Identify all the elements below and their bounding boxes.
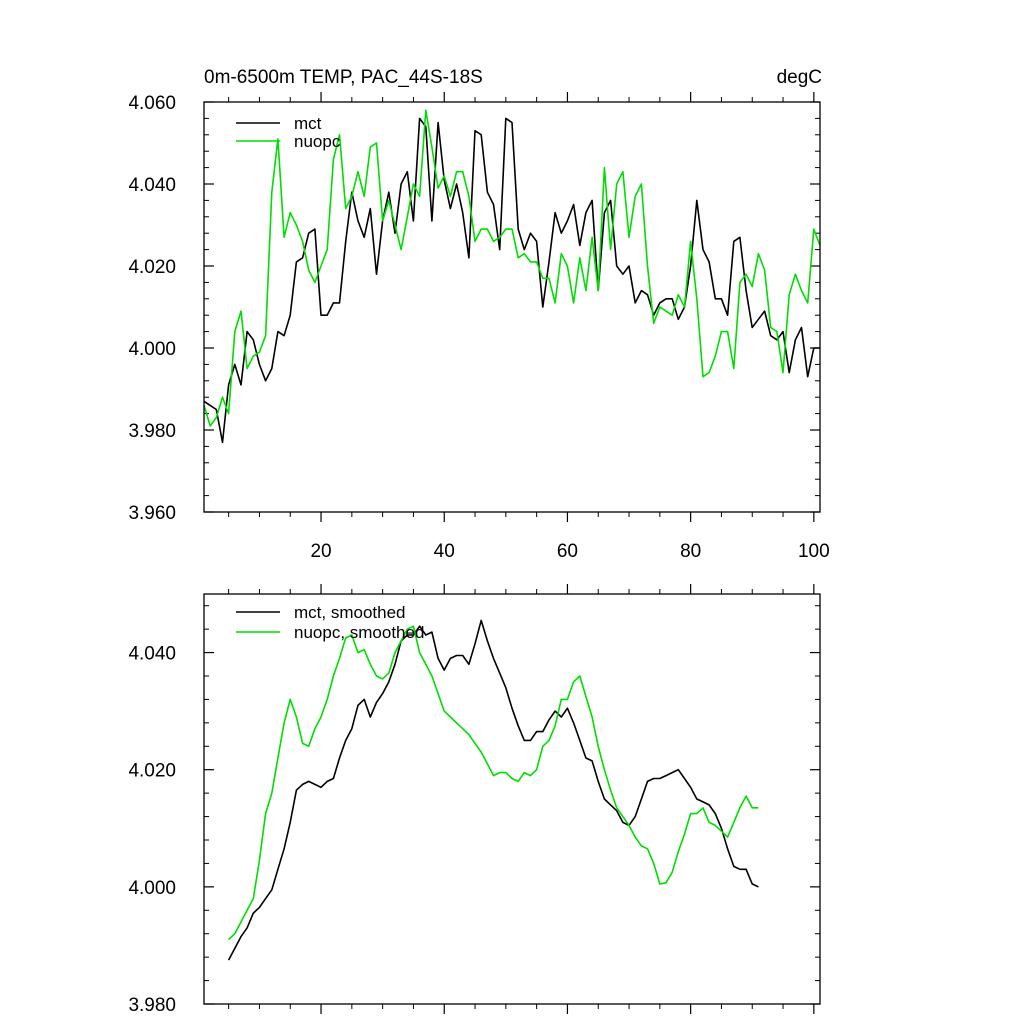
y-tick-label: 4.000: [128, 339, 176, 360]
y-tick-label: 3.980: [128, 421, 176, 442]
top-legend: mct nuopc: [236, 114, 341, 151]
series-line-nuopc: [203, 109, 821, 427]
top-chart-units: degC: [777, 67, 822, 88]
top-axis-ticks: 3.960 3.980 4.000 4.020 4.040 4.060 20 40 60 80 10…: [128, 92, 830, 562]
legend-label-mct-smoothed: mct, smoothed: [294, 603, 406, 622]
y-tick-label: 4.020: [128, 257, 176, 278]
bottom-panel: 3.980 4.000 4.020 4.040 mct, smoothed nuopc…: [128, 584, 821, 1016]
y-tick-label: 3.960: [128, 503, 176, 524]
y-tick-label: 4.020: [128, 761, 176, 782]
bottom-legend: mct, smoothed nuopc, smoothed: [236, 603, 424, 642]
legend-label-nuopc: nuopc: [294, 132, 341, 151]
x-tick-label: 60: [557, 541, 578, 562]
legend-label-nuopc-smoothed: nuopc, smoothed: [294, 623, 424, 642]
x-tick-label: 40: [434, 541, 455, 562]
bottom-plot-frame: [203, 593, 821, 1005]
top-panel: 0m-6500m TEMP, PAC_44S-18S degC 3.9603.9…: [128, 67, 829, 562]
top-plot-frame: [203, 101, 821, 513]
x-tick-label: 20: [310, 541, 331, 562]
x-tick-label: 80: [680, 541, 701, 562]
y-tick-label: 4.040: [128, 644, 176, 665]
y-tick-label: 3.980: [128, 995, 176, 1016]
legend-label-mct: mct: [294, 114, 322, 133]
y-tick-label: 4.000: [128, 878, 176, 899]
series-line-nuopc-smoothed: [228, 625, 759, 941]
bottom-series-group: [227, 619, 759, 961]
series-line-mct: [203, 117, 820, 444]
series-line-mct-smoothed: [227, 619, 759, 961]
top-chart-title: 0m-6500m TEMP, PAC_44S-18S: [204, 67, 483, 88]
x-tick-label: 100: [798, 541, 830, 562]
y-tick-label: 4.060: [128, 93, 176, 114]
top-series-group: [203, 109, 821, 444]
bottom-axis-ticks: 3.980 4.000 4.020 4.040: [128, 584, 820, 1016]
y-tick-label: 4.040: [128, 175, 176, 196]
